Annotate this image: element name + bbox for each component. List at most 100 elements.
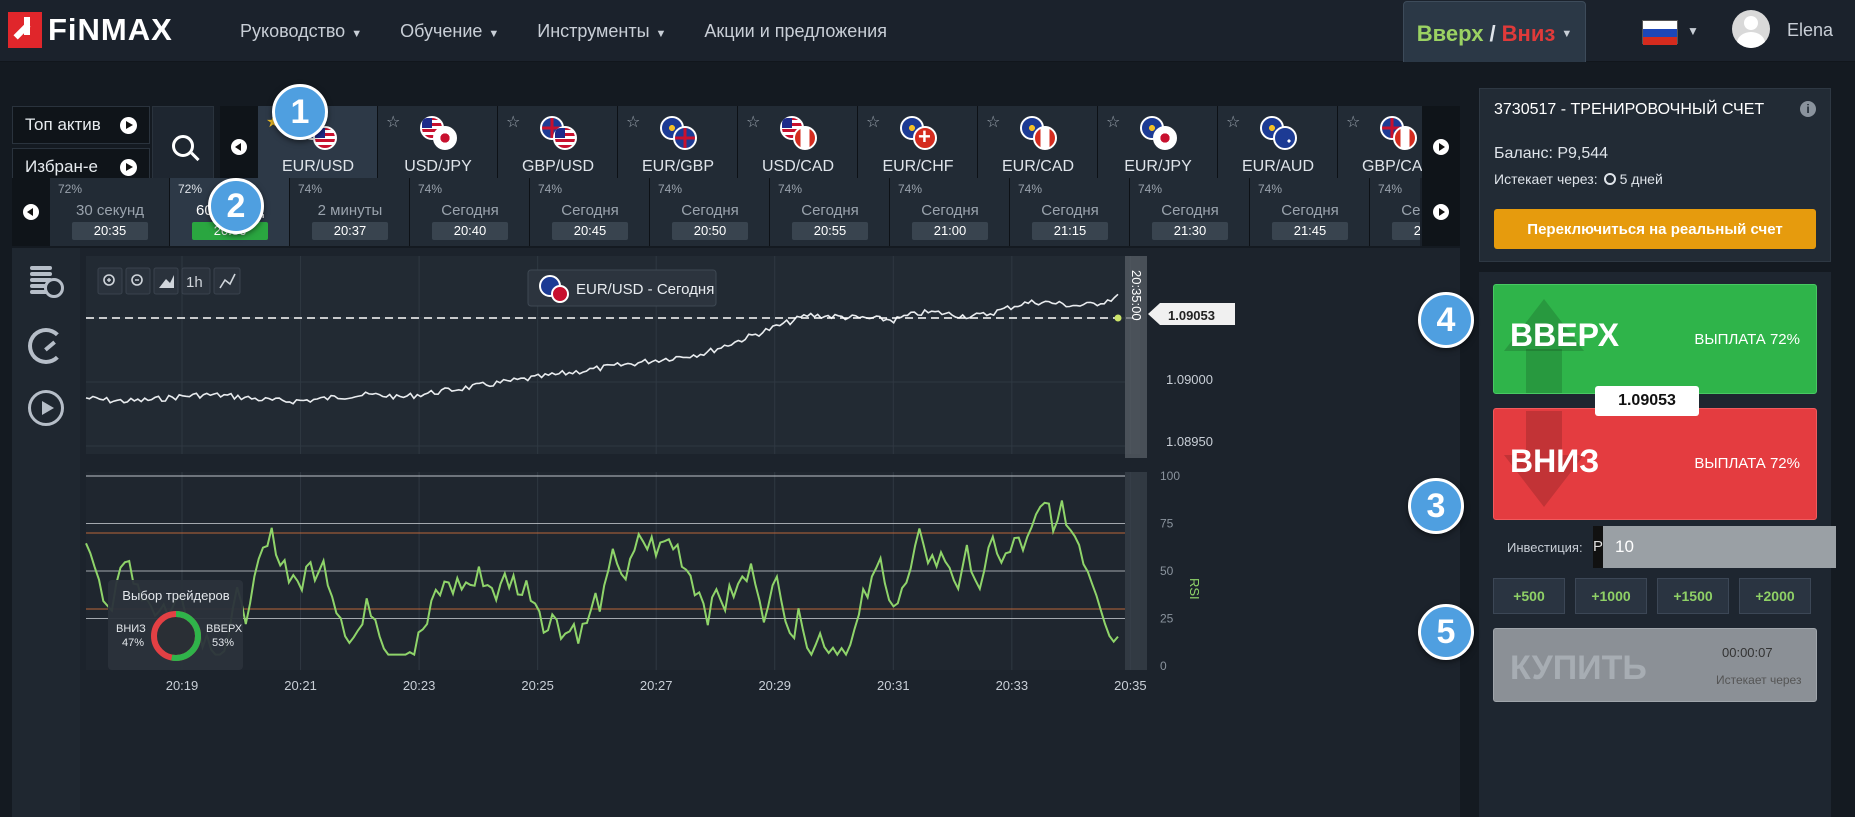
asset-tab[interactable]: ☆ EUR/AUD (1218, 106, 1338, 188)
zoom-out-button[interactable] (125, 267, 151, 295)
pair-flags-icon (900, 116, 940, 152)
traders-choice-title: Выбор трейдеров (122, 588, 229, 603)
asset-name: EUR/CAD (1001, 158, 1074, 175)
preset-500-button[interactable]: +500 (1493, 578, 1565, 614)
preset-1500-button[interactable]: +1500 (1657, 578, 1729, 614)
expiry-tab[interactable]: 74% Сегодня 21:30 (1130, 178, 1250, 246)
expires-value: 5 дней (1619, 171, 1663, 187)
expiry-time: 20:40 (432, 222, 508, 240)
nav-item-tools[interactable]: Инструменты ▼ (537, 21, 666, 42)
expiry-time: 21:30 (1152, 222, 1228, 240)
expiry-time-label: 20:35:00 (1129, 270, 1144, 321)
x-tick-label: 20:29 (758, 678, 791, 693)
expiry-time: 20:50 (672, 222, 748, 240)
mode-separator: / (1489, 21, 1496, 46)
expiry-payout: 74% (898, 182, 923, 196)
expiry-tab[interactable]: 74% Сегодня 21:45 (1250, 178, 1370, 246)
coins-icon[interactable] (28, 264, 64, 300)
nav-item-promotions[interactable]: Акции и предложения (704, 21, 887, 42)
asset-search-button[interactable] (152, 106, 214, 186)
star-icon[interactable]: ☆ (986, 114, 1001, 131)
chevron-down-icon: ▼ (1561, 28, 1573, 40)
interval-button[interactable] (181, 267, 211, 295)
expiry-payout: 74% (658, 182, 683, 196)
asset-name: GBP/CAD (1361, 158, 1422, 175)
asset-tab[interactable]: ☆ GBP/CAD (1338, 106, 1422, 188)
play-icon (120, 116, 137, 134)
star-icon[interactable]: ☆ (746, 114, 761, 131)
asset-tab[interactable]: ☆ GBP/USD (498, 106, 618, 188)
asset-tab[interactable]: ☆ EUR/CHF (858, 106, 978, 188)
chevron-down-icon[interactable]: ▼ (1687, 24, 1699, 38)
traders-donut-up (151, 611, 201, 661)
investment-input[interactable] (1603, 526, 1837, 568)
play-circle-icon[interactable] (28, 390, 64, 426)
clock-icon (1603, 173, 1616, 185)
expiry-label: Сегодня (921, 202, 979, 219)
trading-workspace: Топ актив Избран-е ★EUR/USD☆USD/JPY☆GBP/… (0, 62, 1465, 817)
x-tick-label: 20:31 (877, 678, 910, 693)
star-icon[interactable]: ☆ (626, 114, 641, 131)
username[interactable]: Elena (1787, 20, 1834, 40)
asset-tab[interactable]: ☆ EUR/JPY (1098, 106, 1218, 188)
callout-2: 2 (208, 178, 264, 234)
ca-flag-icon (1393, 126, 1417, 150)
star-icon[interactable]: ☆ (506, 114, 521, 131)
nav-item-education[interactable]: Обучение ▼ (400, 21, 499, 42)
preset-2000-button[interactable]: +2000 (1739, 578, 1811, 614)
star-icon[interactable]: ☆ (1226, 114, 1241, 131)
asset-tab[interactable]: ☆ EUR/GBP (618, 106, 738, 188)
star-icon[interactable]: ☆ (866, 114, 881, 131)
nav-item-guide[interactable]: Руководство ▼ (240, 21, 362, 42)
assets-scroll-left[interactable] (220, 106, 258, 188)
expiry-time: 20:37 (312, 222, 388, 240)
rsi-tick-label: 50 (1160, 564, 1174, 578)
jp-flag-icon (433, 126, 457, 150)
call-up-button[interactable]: ВВЕРХ ВЫПЛАТА 72% (1493, 284, 1817, 394)
price-chart[interactable]: 20:35:00 1.09000 1.08950 1.09053 100 75 50 2… (80, 248, 1460, 817)
top-assets-button[interactable]: Топ актив (12, 106, 150, 144)
expiry-tab[interactable]: 74% Сегодня 20:40 (410, 178, 530, 246)
expiry-tab[interactable]: 72% 30 секунд 20:35 (50, 178, 170, 246)
put-down-button[interactable]: ВНИЗ ВЫПЛАТА 72% (1493, 408, 1817, 520)
asset-tab[interactable]: ☆ USD/JPY (378, 106, 498, 188)
expiry-tab[interactable]: 74% Сегодня 20:50 (650, 178, 770, 246)
logo[interactable]: FiNMAX (8, 12, 173, 48)
x-tick-label: 20:23 (403, 678, 436, 693)
star-icon[interactable]: ☆ (1106, 114, 1121, 131)
arrow-right-icon (1433, 139, 1449, 155)
buy-button[interactable]: КУПИТЬ 00:00:07 Истекает через (1493, 628, 1817, 702)
avatar[interactable] (1732, 10, 1770, 48)
zoom-in-button[interactable] (97, 267, 123, 295)
chart-title-badge[interactable]: EUR/USD - Сегодня (527, 269, 717, 307)
trade-mode-dropdown[interactable]: Вверх / Вниз ▼ (1403, 1, 1586, 67)
asset-tab[interactable]: ☆ USD/CAD (738, 106, 858, 188)
callout-4: 4 (1418, 292, 1474, 348)
chart-title: EUR/USD - Сегодня (576, 281, 714, 298)
gauge-icon[interactable] (28, 328, 64, 364)
expiry-tab[interactable]: 74% Сегодня 21:15 (1010, 178, 1130, 246)
rsi-tick-label: 25 (1160, 612, 1174, 626)
expiry-tab[interactable]: 74% Сегодня 21:00 (890, 178, 1010, 246)
star-icon[interactable]: ☆ (1346, 114, 1361, 131)
expiry-label: Сегодня (801, 202, 859, 219)
expiry-scroll-right[interactable] (1422, 178, 1460, 246)
expiry-tab[interactable]: 74% Сегодня 22:00 (1370, 178, 1420, 246)
expiry-tab[interactable]: 74% Сегодня 20:45 (530, 178, 650, 246)
expiry-tab[interactable]: 74% Сегодня 20:55 (770, 178, 890, 246)
asset-tabs: ★EUR/USD☆USD/JPY☆GBP/USD☆EUR/GBP☆USD/CAD… (258, 106, 1422, 188)
expiry-scroll-left[interactable] (12, 178, 50, 246)
russia-flag-icon[interactable] (1642, 20, 1678, 45)
preset-1000-button[interactable]: +1000 (1575, 578, 1647, 614)
assets-scroll-right[interactable] (1422, 106, 1460, 188)
info-icon[interactable]: i (1800, 101, 1816, 117)
down-payout: ВЫПЛАТА 72% (1694, 455, 1800, 472)
star-icon[interactable]: ☆ (386, 114, 401, 131)
switch-to-real-button[interactable]: Переключиться на реальный счет (1494, 209, 1816, 249)
pair-flags-icon (540, 116, 580, 152)
expiry-tab[interactable]: 74% 2 минуты 20:37 (290, 178, 410, 246)
asset-tab[interactable]: ☆ EUR/CAD (978, 106, 1098, 188)
arrow-up-icon (1504, 299, 1584, 393)
